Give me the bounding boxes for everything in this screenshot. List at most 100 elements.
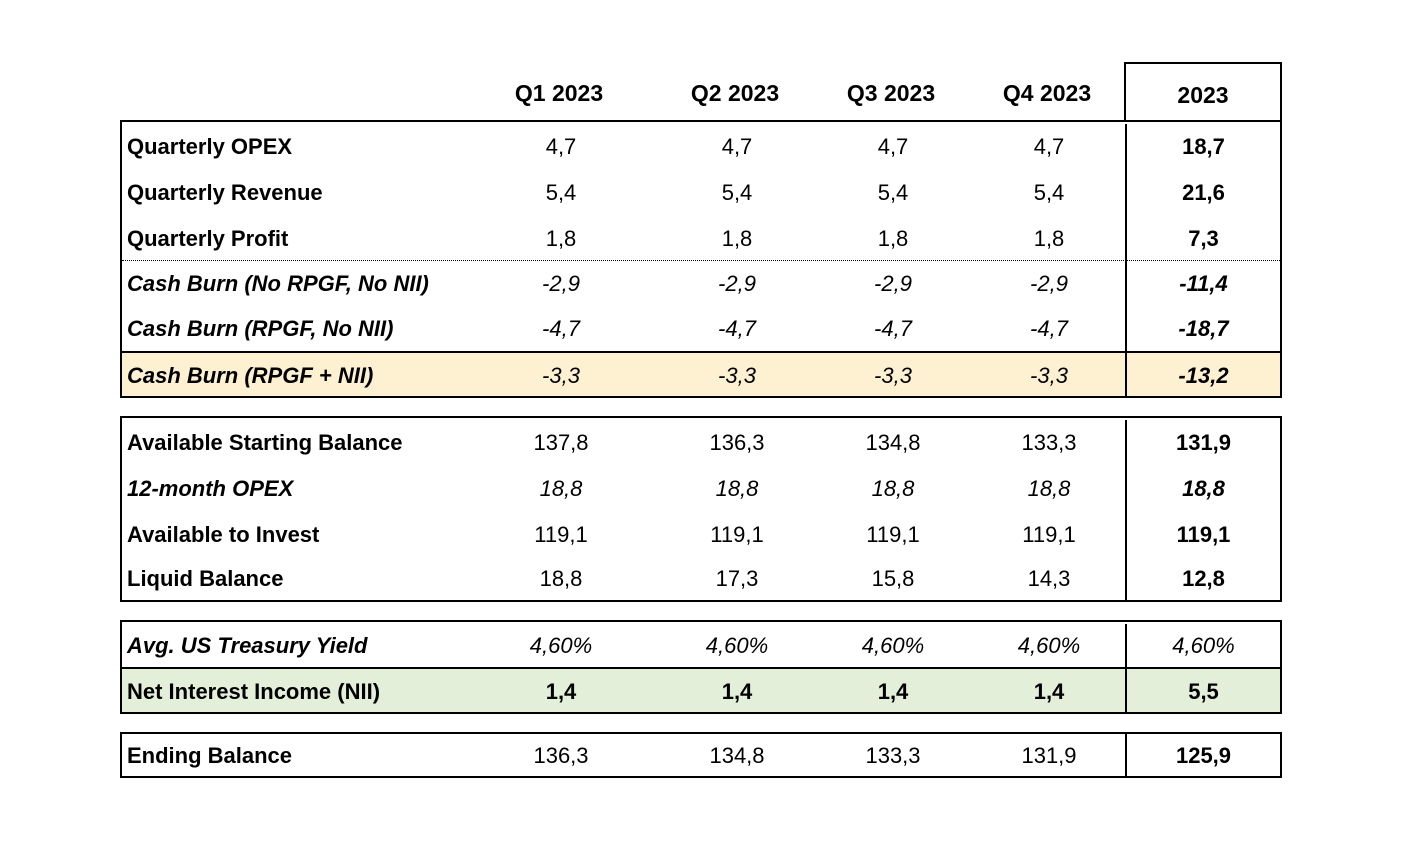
cell-q1: -4,7 [542,316,580,341]
row-label: Cash Burn (RPGF + NII) [127,363,374,388]
table-row-quarterly-revenue: Quarterly Revenue 5,4 5,4 5,4 5,4 21,6 [122,170,1280,216]
section-operations: Quarterly OPEX 4,7 4,7 4,7 4,7 18,7 Quar… [120,120,1282,398]
column-header-q3: Q3 2023 [846,80,936,106]
cell-q1: 18,8 [539,566,583,591]
cell-total: -18,7 [1125,306,1280,352]
cell-total: 4,60% [1125,624,1280,668]
cell-q1: 136,3 [533,743,589,768]
cell-q4: 1,4 [1033,679,1065,704]
table-row-available-to-invest: Available to Invest 119,1 119,1 119,1 11… [122,512,1280,558]
cell-q1: 119,1 [534,522,588,547]
cell-q4: -2,9 [1030,271,1068,296]
cell-q1: -2,9 [542,271,580,296]
cell-q3: -2,9 [874,271,912,296]
table-row-ending-balance: Ending Balance 136,3 134,8 133,3 131,9 1… [122,734,1280,776]
cell-q3: 1,4 [877,679,909,704]
cell-q4: 14,3 [1027,566,1071,591]
cell-total: -11,4 [1125,261,1280,307]
table-row-cash-burn-no-rpgf: Cash Burn (No RPGF, No NII) -2,9 -2,9 -2… [122,260,1280,307]
cell-q4: 5,4 [1033,180,1065,205]
cell-q1: 4,7 [545,134,577,159]
row-label: Cash Burn (No RPGF, No NII) [127,271,429,296]
table-row-cash-burn-rpgf-nii: Cash Burn (RPGF + NII) -3,3 -3,3 -3,3 -3… [122,351,1280,396]
cell-q2: -2,9 [718,271,756,296]
cell-q1: 5,4 [545,180,577,205]
cell-q1: -3,3 [542,363,580,388]
cell-q4: 133,3 [1021,430,1077,455]
cell-q3: 5,4 [877,180,909,205]
cell-q2: -4,7 [718,316,756,341]
cell-total: 12,8 [1125,558,1280,600]
table-row-available-starting-balance: Available Starting Balance 137,8 136,3 1… [122,420,1280,466]
row-label: Net Interest Income (NII) [127,679,381,704]
column-header-q1: Q1 2023 [514,80,604,106]
cell-q3: 4,7 [877,134,909,159]
cell-q2: 1,8 [721,226,753,251]
cell-q3: 119,1 [866,522,920,547]
cell-total: 18,8 [1125,466,1280,512]
cell-q4: 131,9 [1021,743,1077,768]
cell-q2: 17,3 [715,566,759,591]
cell-q1: 1,4 [545,679,577,704]
cell-q4: 1,8 [1033,226,1065,251]
cell-q3: -3,3 [874,363,912,388]
cell-total: 125,9 [1125,734,1280,776]
row-label: Available to Invest [127,522,320,547]
cell-q4: 119,1 [1022,522,1076,547]
row-label: Ending Balance [127,743,293,768]
row-label: 12-month OPEX [127,476,294,501]
cell-q4: 18,8 [1027,476,1071,501]
cell-q3: 1,8 [877,226,909,251]
cell-q1: 1,8 [545,226,577,251]
cell-total: 7,3 [1125,216,1280,262]
cell-q2: 4,7 [721,134,753,159]
cell-q2: 18,8 [715,476,759,501]
column-header-total: 2023 [1124,62,1282,122]
cell-q4: -4,7 [1030,316,1068,341]
cell-q2: 119,1 [710,522,764,547]
cell-q3: 15,8 [871,566,915,591]
row-label: Cash Burn (RPGF, No NII) [127,316,394,341]
row-label: Liquid Balance [127,566,284,591]
section-balances: Available Starting Balance 137,8 136,3 1… [120,416,1282,602]
table-row-quarterly-opex: Quarterly OPEX 4,7 4,7 4,7 4,7 18,7 [122,124,1280,170]
cell-q3: 4,60% [861,633,925,658]
cell-q1: 18,8 [539,476,583,501]
table-row-liquid-balance: Liquid Balance 18,8 17,3 15,8 14,3 12,8 [122,558,1280,600]
column-header-q4: Q4 2023 [1002,80,1092,106]
cell-q2: -3,3 [718,363,756,388]
cell-q3: 134,8 [865,430,921,455]
cell-total: 119,1 [1125,512,1280,558]
cell-total: -13,2 [1125,353,1280,396]
cell-total: 21,6 [1125,170,1280,216]
cell-q4: 4,60% [1017,633,1081,658]
table-row-net-interest-income: Net Interest Income (NII) 1,4 1,4 1,4 1,… [122,667,1280,712]
row-label: Quarterly OPEX [127,134,293,159]
row-label: Quarterly Profit [127,226,289,251]
cell-q3: -4,7 [874,316,912,341]
row-label: Avg. US Treasury Yield [127,633,368,658]
table-row-quarterly-profit: Quarterly Profit 1,8 1,8 1,8 1,8 7,3 [122,216,1280,262]
cell-q3: 18,8 [871,476,915,501]
cell-total: 18,7 [1125,124,1280,170]
cell-q2: 4,60% [705,633,769,658]
cell-q4: 4,7 [1033,134,1065,159]
cell-q1: 4,60% [529,633,593,658]
cell-total: 131,9 [1125,420,1280,466]
section-interest: Avg. US Treasury Yield 4,60% 4,60% 4,60%… [120,620,1282,714]
cell-q1: 137,8 [533,430,589,455]
table-row-avg-us-treasury-yield: Avg. US Treasury Yield 4,60% 4,60% 4,60%… [122,624,1280,668]
cell-q3: 133,3 [865,743,921,768]
cell-q4: -3,3 [1030,363,1068,388]
cell-q2: 134,8 [709,743,765,768]
cell-q2: 136,3 [709,430,765,455]
section-ending-balance: Ending Balance 136,3 134,8 133,3 131,9 1… [120,732,1282,778]
row-label: Available Starting Balance [127,430,403,455]
cell-total: 5,5 [1125,669,1280,712]
cell-q2: 5,4 [721,180,753,205]
row-label: Quarterly Revenue [127,180,323,205]
column-header-q2: Q2 2023 [690,80,780,106]
cell-q2: 1,4 [721,679,753,704]
table-row-12-month-opex: 12-month OPEX 18,8 18,8 18,8 18,8 18,8 [122,466,1280,512]
table-row-cash-burn-rpgf-no-nii: Cash Burn (RPGF, No NII) -4,7 -4,7 -4,7 … [122,306,1280,352]
